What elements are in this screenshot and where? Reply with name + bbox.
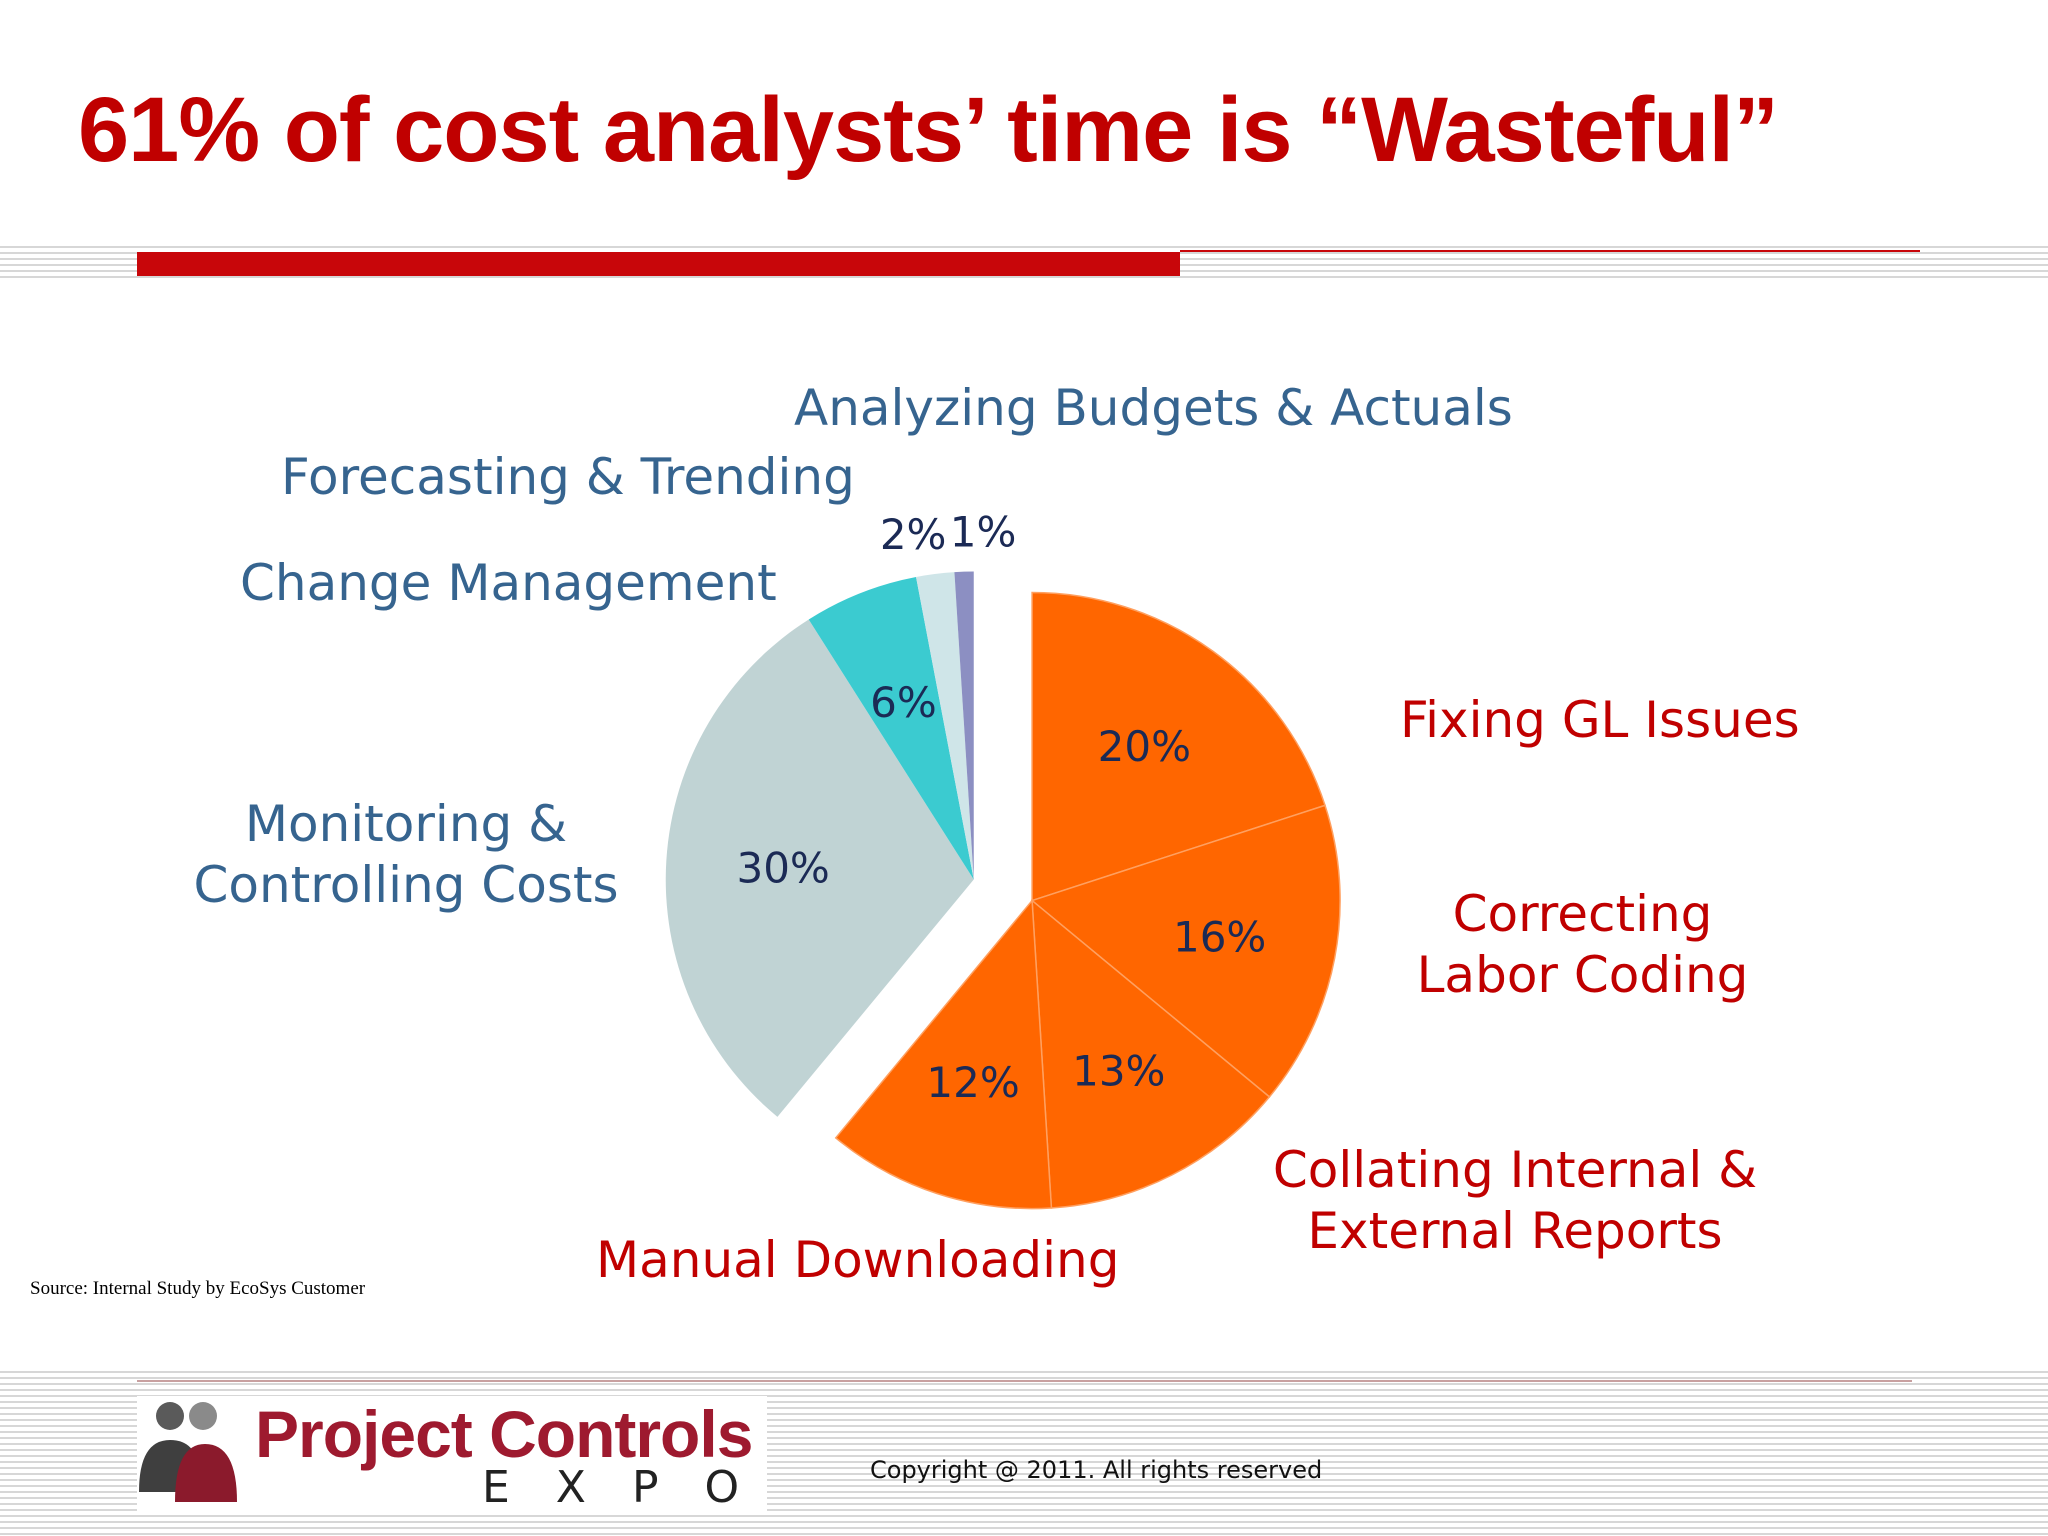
pie-slice-4 [665, 619, 974, 1117]
copyright-notice: Copyright @ 2011. All rights reserved [870, 1456, 1323, 1484]
logo-sub-wordmark: EXPO [482, 1462, 786, 1513]
label-collating-line-1: Collating Internal & [1272, 1141, 1758, 1199]
pie-value-label-2: 13% [1072, 1047, 1165, 1096]
pie-slice-5 [808, 577, 974, 880]
label-change-management: Change Management [240, 554, 777, 612]
people-icon [139, 1402, 237, 1502]
label-labor-line-2: Labor Coding [1416, 946, 1749, 1004]
pie-value-label-7: 1% [950, 508, 1017, 557]
title-underline-thin [1180, 250, 1920, 252]
label-fixing-gl: Fixing GL Issues [1400, 691, 1800, 749]
logo-wordmark: Project Controls [255, 1397, 753, 1471]
label-correcting-labor: Correcting Labor Coding [1400, 884, 1765, 1006]
pie-slice-1 [1030, 804, 1341, 1098]
slide-title: 61% of cost analysts’ time is “Wasteful” [78, 79, 1779, 181]
label-monitoring-line-1: Monitoring & [244, 795, 568, 853]
label-monitoring-controlling: Monitoring & Controlling Costs [180, 794, 632, 916]
label-collating-line-2: External Reports [1307, 1202, 1723, 1260]
pie-slice-0 [1031, 591, 1326, 902]
title-underline-thick [137, 252, 1180, 276]
label-forecasting-trending: Forecasting & Trending [281, 448, 855, 506]
pie-value-label-6: 2% [880, 510, 947, 559]
label-monitoring-line-2: Controlling Costs [193, 856, 619, 914]
pie-slice-3 [834, 898, 1053, 1210]
pie-value-label-0: 20% [1098, 722, 1191, 771]
footer-divider [137, 1380, 1912, 1382]
project-controls-expo-logo: Project Controls EXPO [137, 1396, 767, 1513]
source-note: Source: Internal Study by EcoSys Custome… [30, 1278, 366, 1299]
pie-slice-7 [954, 571, 974, 880]
pie-value-label-5: 6% [870, 678, 937, 727]
pie-value-label-1: 16% [1173, 912, 1266, 961]
label-analyzing-budgets: Analyzing Budgets & Actuals [794, 379, 1513, 437]
pie-value-label-4: 30% [736, 844, 829, 893]
label-manual-downloading: Manual Downloading [596, 1231, 1120, 1289]
pie-slice-6 [916, 572, 974, 880]
label-labor-line-1: Correcting [1452, 885, 1713, 943]
pie-value-label-3: 12% [926, 1058, 1019, 1107]
label-collating-reports: Collating Internal & External Reports [1255, 1140, 1775, 1262]
pie-slice-2 [1031, 898, 1271, 1209]
